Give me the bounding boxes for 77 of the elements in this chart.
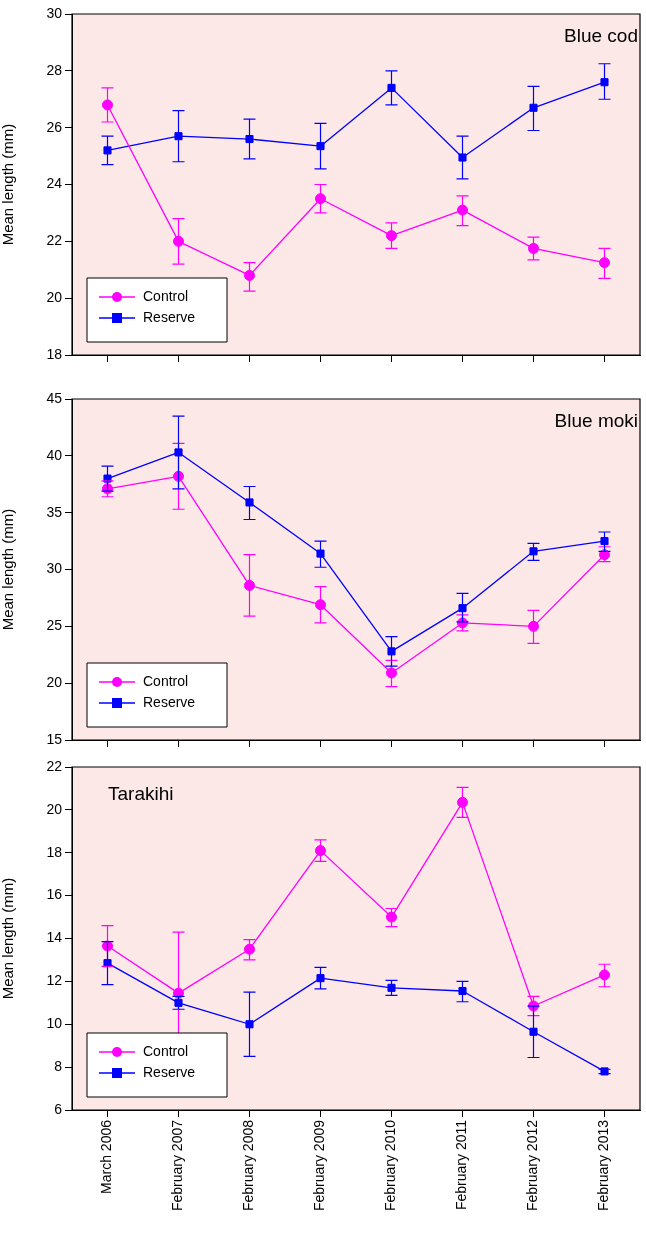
y-tick-label: 18	[46, 345, 63, 362]
point	[173, 235, 184, 247]
y-tick-label: 35	[46, 503, 63, 520]
y-tick-label: 14	[46, 929, 63, 946]
point	[245, 135, 254, 144]
point	[244, 943, 255, 955]
point	[316, 549, 325, 558]
point	[458, 153, 467, 162]
point	[316, 142, 325, 151]
x-tick-label: February 2009	[311, 1119, 328, 1212]
y-tick-label: 20	[46, 800, 63, 817]
y-axis-title: Mean length (mm)	[0, 123, 17, 246]
point	[599, 969, 610, 981]
point	[386, 230, 397, 242]
x-tick-label: February 2011	[453, 1119, 470, 1211]
point	[244, 579, 255, 591]
y-tick-label: 45	[46, 389, 63, 406]
point	[528, 242, 539, 254]
point	[529, 103, 538, 112]
point	[245, 1020, 254, 1029]
y-tick-label: 26	[46, 118, 63, 135]
point	[174, 132, 183, 141]
legend-label: Reserve	[143, 308, 196, 325]
point	[457, 796, 468, 808]
y-tick-label: 18	[46, 843, 63, 860]
point	[245, 498, 254, 507]
y-tick-label: 24	[46, 175, 63, 192]
point	[174, 448, 183, 457]
point	[315, 193, 326, 205]
y-tick-label: 10	[46, 1015, 63, 1032]
legend-label: Control	[143, 287, 189, 304]
point	[599, 257, 610, 269]
text: Tarakihi	[108, 782, 174, 804]
y-tick-label: 8	[54, 1057, 63, 1074]
x-tick-label: February 2010	[382, 1119, 399, 1212]
y-tick-label: 28	[46, 61, 63, 78]
point	[457, 204, 468, 216]
legend-label: Control	[143, 1042, 189, 1059]
x-tick-label: February 2008	[240, 1119, 257, 1212]
y-tick-label: 6	[54, 1100, 63, 1117]
y-tick-label: 30	[46, 560, 63, 577]
point	[103, 146, 112, 155]
y-tick-label: 15	[46, 730, 63, 747]
point	[529, 1027, 538, 1036]
x-tick-label: February 2007	[169, 1119, 186, 1212]
y-tick-label: 16	[46, 886, 63, 903]
point	[387, 647, 396, 656]
y-tick-label: 30	[46, 4, 63, 21]
point	[315, 599, 326, 611]
text: Blue cod	[564, 24, 638, 46]
point	[103, 474, 112, 483]
point	[102, 99, 113, 111]
point	[528, 620, 539, 632]
x-tick-label: March 2006	[98, 1119, 115, 1194]
y-tick-label: 40	[46, 446, 63, 463]
point	[315, 845, 326, 857]
y-tick-label: 20	[46, 674, 63, 691]
text: Blue moki	[554, 409, 638, 431]
y-tick-label: 12	[46, 972, 63, 989]
point	[244, 269, 255, 281]
point	[458, 604, 467, 613]
x-tick-label: February 2012	[524, 1119, 541, 1212]
point	[316, 974, 325, 983]
y-tick-label: 22	[46, 757, 63, 774]
legend-label: Control	[143, 672, 189, 689]
legend-label: Reserve	[143, 1063, 196, 1080]
point	[600, 78, 609, 87]
point	[387, 83, 396, 92]
y-axis-title: Mean length (mm)	[0, 508, 17, 631]
y-tick-label: 22	[46, 232, 63, 249]
x-tick-label: February 2013	[595, 1119, 612, 1212]
y-tick-label: 20	[46, 289, 63, 306]
point	[386, 667, 397, 679]
legend-label: Reserve	[143, 693, 196, 710]
point	[458, 986, 467, 996]
y-axis-title: Mean length (mm)	[0, 877, 17, 1000]
y-tick-label: 25	[46, 617, 63, 634]
